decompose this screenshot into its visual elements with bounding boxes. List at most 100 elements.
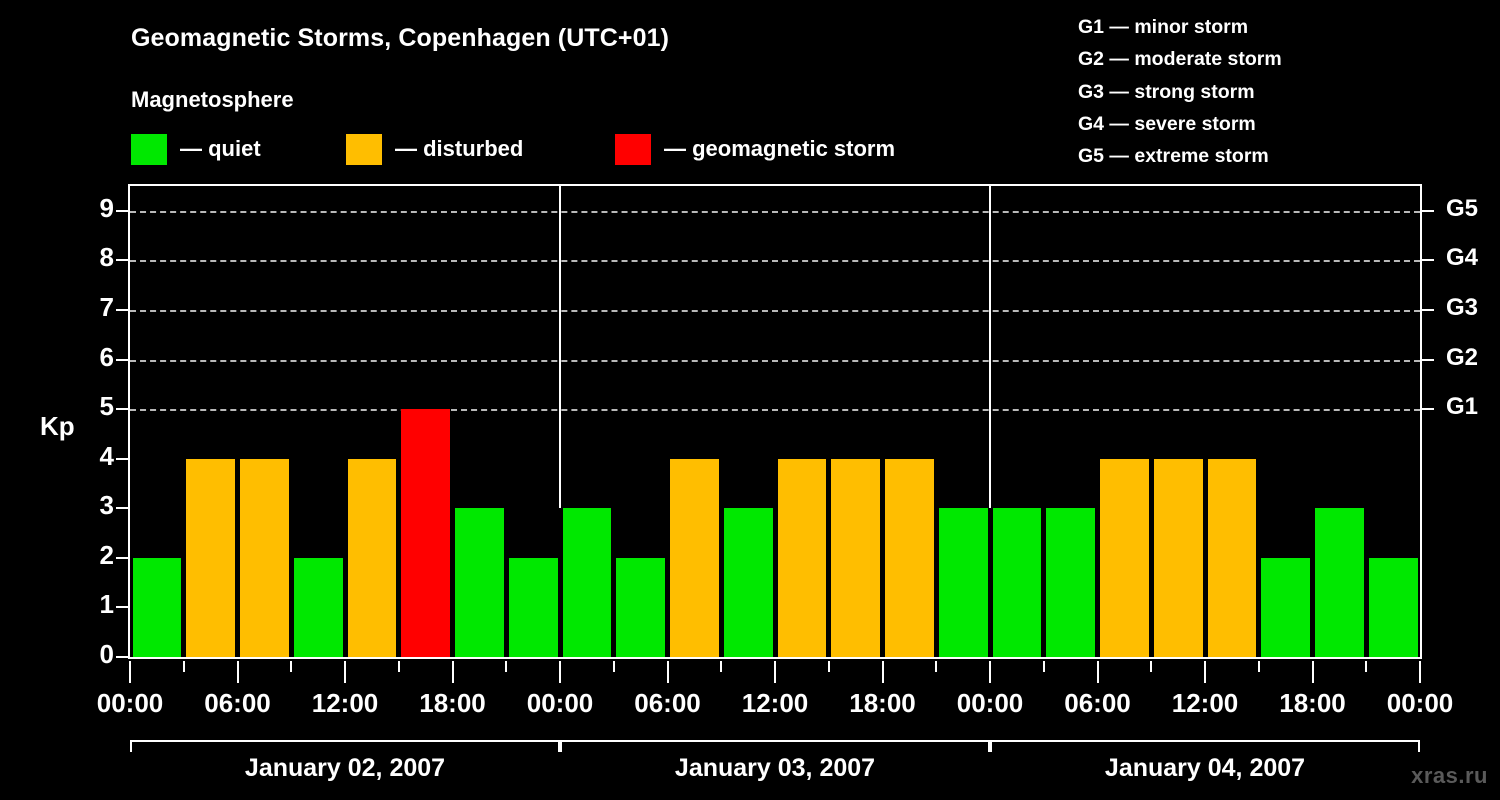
g-tick-label-G3: G3 — [1446, 293, 1479, 321]
y-tick-5 — [116, 408, 128, 411]
x-tick-label: 00:00 — [1386, 688, 1454, 718]
bar-kp-3 — [1046, 508, 1095, 657]
y-tick-label-0: 0 — [99, 639, 114, 669]
y-tick-label-1: 1 — [99, 589, 114, 620]
page-title: Geomagnetic Storms, Copenhagen (UTC+01) — [131, 24, 670, 52]
green-square-icon — [131, 133, 167, 165]
bar-kp-4 — [670, 458, 719, 657]
x-tick — [1365, 661, 1368, 672]
legend-heading: Magnetosphere — [131, 87, 294, 112]
g-scale-item-g4: G4 — severe storm — [1078, 112, 1256, 135]
x-tick — [182, 661, 185, 672]
x-tick — [1150, 661, 1153, 672]
red-square-icon — [615, 133, 651, 165]
g-tick-G5 — [1422, 209, 1434, 212]
g-scale-item-g1: G1 — minor storm — [1078, 16, 1249, 38]
g-scale-item-g3: G3 — strong storm — [1078, 80, 1255, 103]
x-tick — [344, 661, 346, 683]
day-label: January 03, 2007 — [674, 754, 876, 782]
x-tick — [129, 661, 131, 683]
legend-item-disturbed: — disturbed — [346, 132, 523, 166]
bar-kp-4 — [347, 458, 397, 657]
y-tick-label-2: 2 — [99, 539, 114, 570]
x-tick — [1419, 661, 1421, 683]
x-tick — [666, 661, 669, 683]
bar-kp-4 — [186, 458, 235, 657]
y-tick-1 — [116, 606, 128, 609]
x-tick-label: 00:00 — [96, 688, 164, 718]
x-tick-label: 12:00 — [1171, 688, 1239, 718]
x-tick — [236, 661, 239, 683]
y-tick-label-7: 7 — [99, 291, 114, 322]
x-tick-label: 00:00 — [526, 688, 594, 718]
y-axis-title: Kp — [40, 411, 75, 441]
g-tick-label-G5: G5 — [1446, 194, 1479, 222]
y-tick-6 — [116, 358, 128, 361]
legend-item-quiet: — quiet — [131, 132, 261, 166]
legend-label: — disturbed — [395, 136, 524, 161]
day-bracket — [990, 740, 1420, 752]
x-tick-label: 00:00 — [956, 688, 1024, 718]
bar-kp-3 — [992, 508, 1042, 657]
bar-kp-2 — [508, 557, 558, 657]
y-tick-7 — [116, 308, 128, 311]
x-tick-label: 06:00 — [204, 688, 271, 718]
x-tick — [290, 661, 293, 672]
watermark: xras.ru — [1411, 763, 1488, 788]
bar-kp-4 — [1153, 458, 1203, 657]
g-scale-legend: G1 — minor storm G2 — moderate storm G3 — … — [1078, 11, 1282, 172]
x-tick-label: 18:00 — [849, 688, 916, 718]
day-separator — [559, 186, 561, 509]
g-tick-G4 — [1422, 259, 1434, 262]
g-tick-label-G2: G2 — [1446, 343, 1479, 371]
gridline-kp-8 — [130, 260, 1420, 263]
x-tick — [1042, 661, 1045, 672]
bar-kp-4 — [831, 458, 880, 657]
chart-plot-area — [128, 184, 1422, 659]
bar-kp-2 — [1368, 557, 1418, 657]
bar-kp-4 — [240, 458, 289, 657]
bar-series — [130, 186, 1420, 657]
x-tick — [1096, 661, 1099, 683]
x-tick — [1257, 661, 1260, 672]
x-tick — [827, 661, 830, 672]
bar-kp-5 — [401, 409, 450, 657]
x-tick-label: 06:00 — [1064, 688, 1131, 718]
x-tick — [505, 661, 508, 672]
gridline-kp-6 — [130, 359, 1420, 362]
bar-kp-4 — [1207, 458, 1257, 657]
y-tick-3 — [116, 507, 128, 510]
x-tick — [612, 661, 615, 672]
day-label: January 02, 2007 — [244, 754, 446, 782]
bar-kp-2 — [1261, 557, 1310, 657]
g-tick-label-G1: G1 — [1446, 393, 1479, 421]
orange-square-icon — [346, 133, 382, 165]
g-tick-G2 — [1422, 358, 1434, 361]
y-tick-label-3: 3 — [99, 490, 114, 521]
x-tick — [935, 661, 938, 672]
day-separator — [989, 186, 991, 509]
y-tick-label-9: 9 — [99, 192, 114, 223]
x-tick-label: 12:00 — [741, 688, 809, 718]
x-tick — [451, 661, 454, 683]
bar-kp-4 — [1100, 458, 1149, 657]
gridline-kp-7 — [130, 309, 1420, 312]
day-bracket — [560, 740, 990, 752]
y-tick-4 — [116, 457, 128, 460]
x-tick-label: 12:00 — [311, 688, 379, 718]
bar-kp-3 — [1315, 508, 1364, 657]
legend-item-geomagnetic-storm: — geomagnetic storm — [615, 132, 895, 166]
x-tick-label: 06:00 — [634, 688, 701, 718]
y-tick-0 — [116, 656, 128, 658]
y-tick-label-5: 5 — [99, 391, 114, 422]
bar-kp-4 — [777, 458, 827, 657]
g-scale-item-g5: G5 — extreme storm — [1078, 145, 1269, 168]
y-tick-label-6: 6 — [99, 341, 114, 372]
bar-kp-4 — [885, 458, 934, 657]
g-scale-item-g2: G2 — moderate storm — [1078, 48, 1282, 71]
legend-label: — quiet — [180, 136, 261, 161]
y-tick-label-8: 8 — [99, 242, 114, 273]
x-tick — [881, 661, 884, 683]
y-tick-8 — [116, 259, 128, 262]
bar-kp-3 — [455, 508, 504, 657]
